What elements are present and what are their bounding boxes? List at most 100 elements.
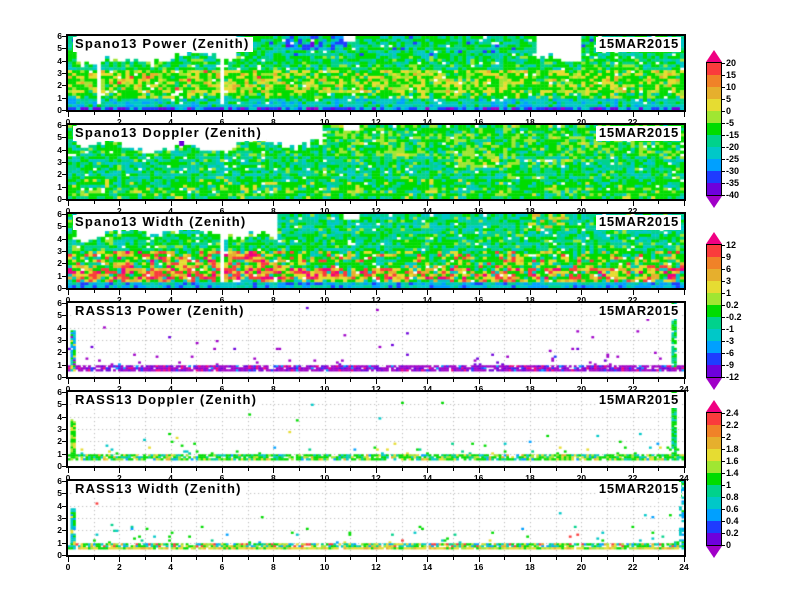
y-tick-label: 6 [57, 31, 62, 41]
x-tick [273, 468, 274, 473]
x-tick [171, 379, 172, 384]
x-tick-label: 0 [65, 295, 71, 305]
colorbar-tick-label: -12 [726, 372, 740, 382]
colorbar-1 [706, 232, 722, 390]
x-tick [658, 201, 659, 204]
colorbar-tick-label: 0 [726, 106, 732, 116]
colorbar-tick-label: -35 [726, 178, 740, 188]
y-tick-label: 6 [57, 120, 62, 130]
date-stamp: 15MAR2015 [595, 37, 681, 52]
y-tick-label: 6 [57, 298, 62, 308]
x-tick [504, 557, 505, 560]
x-tick [68, 112, 69, 117]
colorbar-tick-label: 2.2 [726, 420, 739, 430]
colorbar-tick [722, 171, 725, 172]
y-tick-label: 5 [57, 399, 62, 410]
colorbar-segment [707, 497, 721, 509]
x-tick [479, 379, 480, 384]
x-tick-label: 10 [319, 562, 330, 572]
x-tick [427, 201, 428, 206]
colorbar-tick-label: 15 [726, 70, 737, 80]
x-tick-label: 16 [473, 384, 484, 394]
x-tick-label: 6 [219, 384, 225, 394]
colorbar-tick [722, 75, 725, 76]
x-tick [633, 112, 634, 117]
colorbar-segment [707, 123, 721, 135]
x-tick [222, 557, 223, 562]
x-tick [196, 379, 197, 382]
y-tick [62, 162, 66, 163]
colorbar-tick-label: -0.2 [726, 312, 742, 322]
colorbar-tick-label: 1.8 [726, 444, 739, 454]
x-tick [94, 557, 95, 560]
x-tick [68, 201, 69, 206]
x-tick [684, 379, 685, 384]
x-tick-label: 12 [371, 384, 381, 394]
x-tick [556, 468, 557, 471]
colorbar-segment [707, 257, 721, 269]
x-tick-label: 0 [65, 384, 71, 394]
y-tick-label: 3 [57, 424, 62, 434]
panel-title: RASS13 Power (Zenith) [73, 304, 249, 319]
x-tick [453, 290, 454, 293]
x-tick-label: 0 [65, 117, 71, 127]
x-tick-label: 18 [525, 295, 535, 305]
y-tick [62, 276, 66, 277]
x-tick-label: 6 [219, 473, 225, 483]
x-tick [556, 201, 557, 204]
x-tick-label: 20 [576, 562, 587, 572]
x-tick-label: 0 [65, 206, 71, 216]
x-tick [325, 290, 326, 295]
colorbar-tick-label: -20 [726, 142, 740, 152]
y-tick [62, 454, 66, 455]
x-tick-label: 6 [219, 562, 225, 572]
colorbar-tick [722, 521, 725, 522]
x-tick [402, 201, 403, 204]
x-tick [299, 379, 300, 382]
x-tick-label: 24 [679, 473, 689, 483]
panel-rass13-power-zenith: RASS13 Power (Zenith) 15MAR2015 [66, 301, 686, 379]
x-tick-label: 12 [371, 295, 381, 305]
x-tick [581, 379, 582, 384]
colorbar-tick [722, 425, 725, 426]
date-stamp: 15MAR2015 [595, 393, 681, 408]
x-tick [504, 379, 505, 382]
colorbar-tick-label: 12 [726, 240, 737, 250]
colorbar-segment [707, 111, 721, 123]
panel-rass13-doppler-zenith: RASS13 Doppler (Zenith) 15MAR2015 [66, 390, 686, 468]
x-tick [684, 112, 685, 117]
x-tick-label: 6 [219, 206, 225, 216]
colorbar-body [706, 412, 722, 546]
colorbar-segment [707, 281, 721, 293]
y-tick [62, 377, 66, 378]
x-tick-label: 8 [270, 295, 276, 305]
x-tick-label: 24 [679, 384, 689, 394]
x-tick [556, 379, 557, 382]
x-tick [530, 468, 531, 473]
x-tick [222, 112, 223, 117]
colorbar-tick [722, 183, 725, 184]
y-tick-label: 0 [57, 550, 62, 560]
x-tick [325, 557, 326, 562]
x-tick [273, 557, 274, 562]
y-tick [62, 506, 66, 507]
y-tick-label: 0 [57, 461, 62, 471]
x-tick [68, 290, 69, 295]
x-tick [453, 201, 454, 204]
x-tick [684, 201, 685, 206]
date-stamp: 15MAR2015 [595, 482, 681, 497]
x-tick [607, 468, 608, 471]
x-tick [658, 112, 659, 115]
y-tick [62, 239, 66, 240]
y-tick [62, 404, 66, 405]
x-tick [350, 468, 351, 471]
colorbar-segment [707, 87, 721, 99]
x-tick-label: 18 [525, 473, 535, 483]
y-tick-label: 1 [57, 181, 62, 192]
x-tick [350, 557, 351, 560]
x-tick-label: 24 [679, 562, 689, 572]
colorbar-bottom-arrow [706, 196, 722, 208]
panel-title: Spano13 Width (Zenith) [73, 215, 251, 230]
colorbar-segment [707, 159, 721, 171]
x-tick [299, 112, 300, 115]
